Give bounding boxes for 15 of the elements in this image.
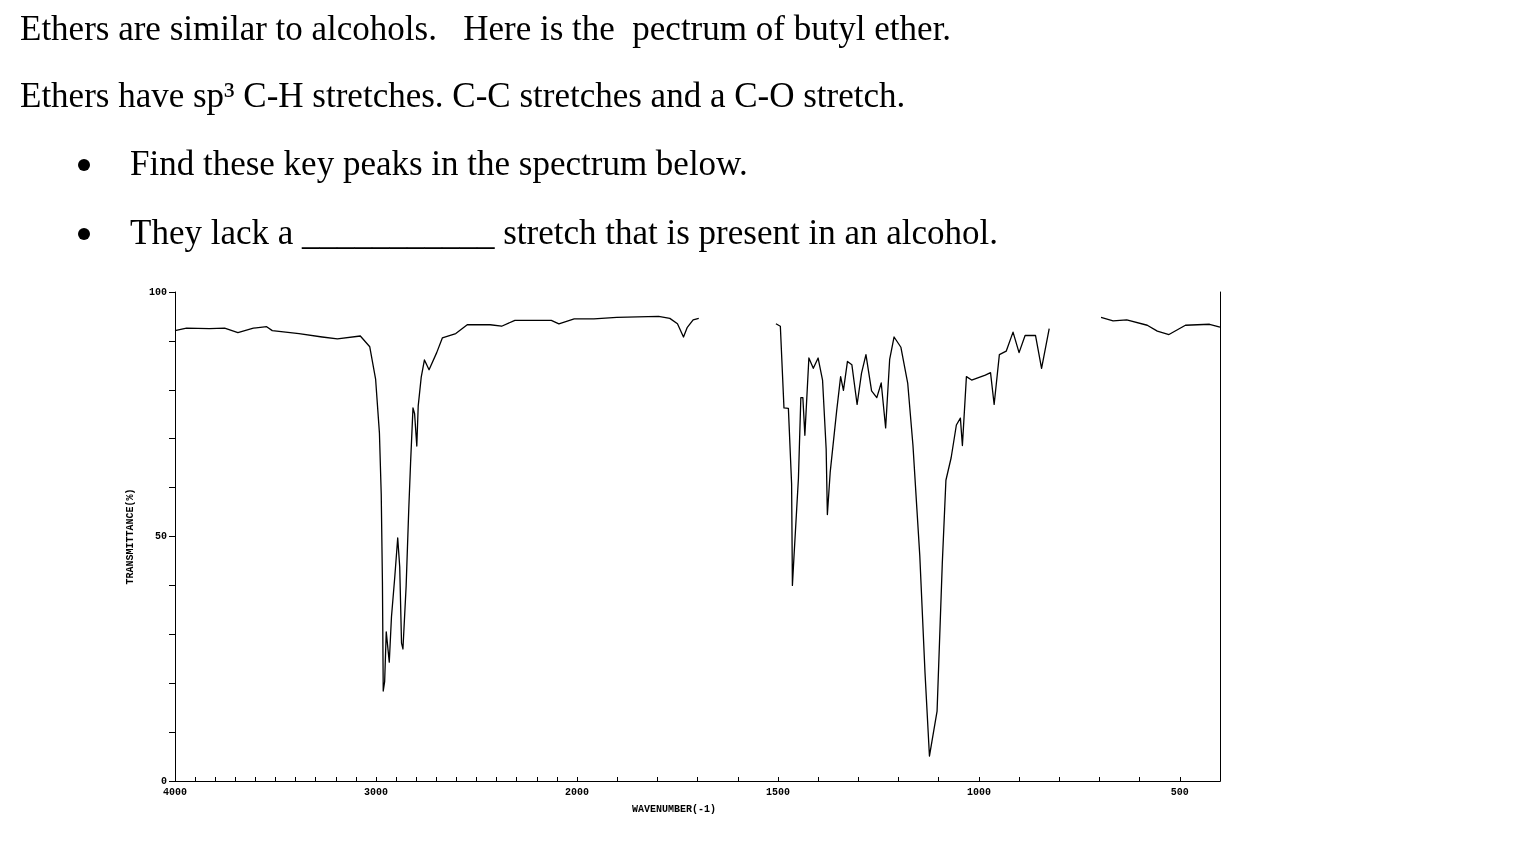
x-axis-title: WAVENUMBER(-1) bbox=[632, 803, 717, 815]
y-tick-label: 100 bbox=[148, 286, 167, 298]
x-tick-label: 2000 bbox=[564, 786, 590, 798]
y-axis-title: TRANSMITTANCE(%) bbox=[124, 488, 136, 585]
chart-title: Ethers are similar to alcohols. Here is the pectrum of butyl ether. bbox=[20, 9, 952, 49]
x-tick-label: 1000 bbox=[966, 786, 991, 798]
y-tick-label: 50 bbox=[154, 531, 167, 542]
x-tick-label: 4000 bbox=[162, 786, 188, 798]
x-tick-label: 3000 bbox=[363, 786, 389, 798]
chart-subtitle: Ethers have sp³ C-H stretches. C-C stretches and a C-O stretch. bbox=[20, 76, 906, 116]
x-tick-label: 500 bbox=[1170, 786, 1189, 798]
y-tick-label: 0 bbox=[160, 775, 167, 787]
x-tick-label: 1500 bbox=[765, 786, 790, 798]
text: They lack a ___________ stretch that is present in an alcohol. bbox=[130, 213, 998, 253]
text: Find these key peaks in the spectrum below. bbox=[130, 144, 748, 184]
